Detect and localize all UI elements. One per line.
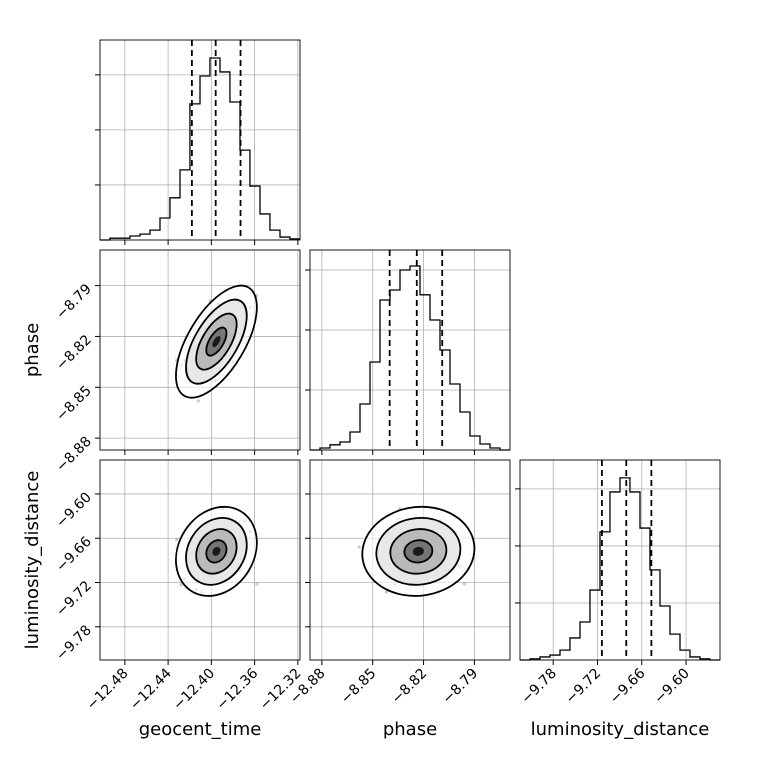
- x-axis-label: phase: [383, 719, 437, 740]
- sample-point: [462, 582, 466, 586]
- sample-point: [255, 582, 259, 586]
- hist-bin: [340, 442, 350, 450]
- sample-point: [357, 545, 361, 549]
- hist-bin: [390, 290, 400, 450]
- hist-bin: [380, 300, 390, 450]
- contour: [212, 336, 221, 348]
- panel: [95, 39, 301, 245]
- panel-frame: [309, 459, 511, 661]
- hist-bin: [590, 590, 600, 660]
- x-tick-label: −12.48: [84, 666, 132, 714]
- panel-frame: [309, 249, 511, 451]
- hist-bin: [430, 320, 440, 450]
- y-tick-label: −9.78: [53, 622, 95, 664]
- hist-bin: [420, 295, 430, 450]
- hist-bin: [610, 492, 620, 660]
- scatter: [357, 505, 476, 597]
- y-tick-label: −9.66: [53, 534, 95, 576]
- hist-bin: [640, 528, 650, 660]
- sample-point: [196, 399, 200, 403]
- contour: [412, 546, 424, 556]
- scatter: [175, 505, 259, 597]
- panel-frame: [99, 459, 301, 661]
- x-axis-label: luminosity_distance: [531, 719, 710, 740]
- hist-bin: [270, 230, 280, 240]
- hist-bin: [160, 218, 170, 240]
- hist-bin: [660, 606, 670, 660]
- hist-bin: [360, 404, 370, 450]
- hist-bin: [150, 230, 160, 240]
- x-tick-label: −9.66: [607, 665, 649, 707]
- panel: −9.78 −9.72 −9.66 −9.60: [515, 459, 721, 708]
- hist-bin: [230, 102, 240, 240]
- y-tick-label: −8.82: [53, 332, 95, 374]
- x-tick-label: −9.78: [518, 666, 560, 708]
- hist-bin: [460, 412, 470, 450]
- hist-bin: [140, 234, 150, 240]
- hist-bin: [450, 384, 460, 450]
- x-tick-label: −8.82: [389, 666, 431, 708]
- y-axis-label: luminosity_distance: [22, 471, 43, 650]
- hist-step: [310, 265, 510, 451]
- x-tick-label: −12.36: [213, 665, 261, 713]
- hist-bin: [350, 432, 360, 450]
- hist-bin: [200, 76, 210, 240]
- hist-bin: [680, 650, 690, 660]
- y-tick-label: −9.72: [53, 578, 95, 620]
- x-tick-label: −9.72: [563, 666, 605, 708]
- hist-bin: [470, 436, 480, 450]
- contour: [212, 546, 221, 556]
- x-tick-label: −12.44: [127, 665, 175, 713]
- hist-bin: [330, 445, 340, 450]
- hist-bin: [220, 72, 230, 240]
- y-tick-label: −9.60: [53, 489, 95, 531]
- hist-bin: [370, 362, 380, 450]
- x-tick-label: −9.60: [651, 666, 693, 708]
- y-tick-label: −8.85: [53, 383, 95, 425]
- y-tick-label: −8.88: [53, 434, 95, 476]
- hist-step: [100, 57, 300, 241]
- hist-bin: [170, 198, 180, 240]
- hist-bin: [570, 638, 580, 660]
- sample-point: [175, 538, 179, 542]
- hist-bin: [400, 270, 410, 450]
- panel: −12.48−12.44−12.40−12.36−12.32−9.78−9.72…: [53, 459, 305, 714]
- hist-bin: [260, 214, 270, 240]
- panel: [305, 249, 511, 455]
- hist-bin: [620, 478, 630, 660]
- y-tick-label: −8.79: [53, 281, 95, 323]
- panel-frame: [99, 249, 301, 451]
- panel: −8.88 −8.85 −8.82 −8.79: [53, 249, 301, 476]
- hist-bin: [550, 655, 560, 660]
- x-tick-label: −12.40: [170, 666, 218, 714]
- hist-bin: [410, 266, 420, 450]
- sample-point: [384, 590, 388, 594]
- x-axis-label: geocent_time: [139, 719, 262, 740]
- y-axis-label: phase: [22, 323, 43, 377]
- hist-bin: [560, 650, 570, 660]
- panel-frame: [99, 39, 301, 241]
- hist-bin: [480, 444, 490, 450]
- hist-bin: [630, 492, 640, 660]
- panel: −8.88−8.85−8.82−8.79: [287, 459, 511, 708]
- hist-bin: [180, 170, 190, 240]
- sample-point: [179, 583, 183, 587]
- x-tick-label: −8.85: [338, 666, 380, 708]
- hist-step: [520, 477, 720, 661]
- scatter: [175, 284, 259, 403]
- x-tick-label: −8.79: [440, 666, 482, 708]
- hist-bin: [580, 622, 590, 660]
- hist-bin: [250, 186, 260, 240]
- hist-bin: [240, 150, 250, 240]
- panel-frame: [519, 459, 721, 661]
- hist-bin: [670, 634, 680, 660]
